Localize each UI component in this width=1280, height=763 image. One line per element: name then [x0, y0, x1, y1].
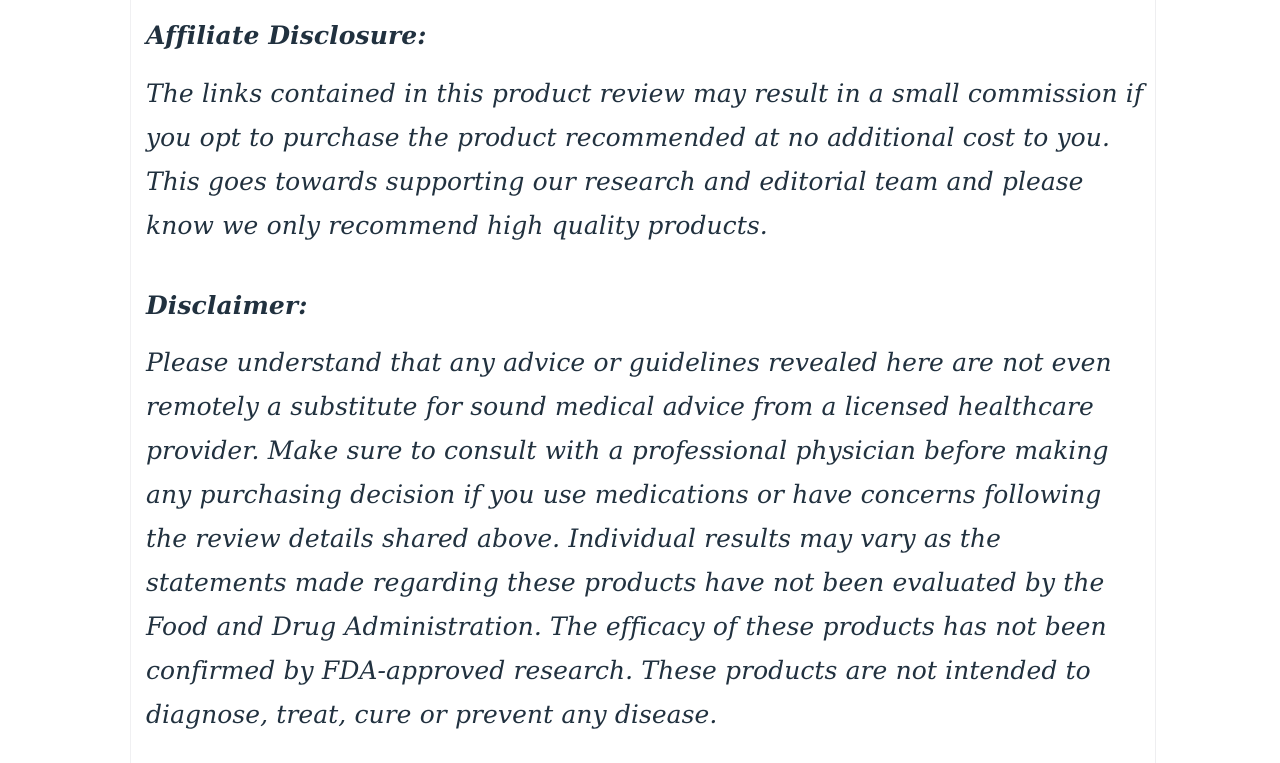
affiliate-disclosure-heading: Affiliate Disclosure: — [146, 21, 427, 50]
content-column-left-rule — [130, 0, 131, 763]
content-column-right-rule — [1155, 0, 1156, 763]
affiliate-disclosure-paragraph: The links contained in this product revi… — [146, 78, 1144, 240]
disclaimer-heading: Disclaimer: — [146, 290, 308, 320]
article-content: Affiliate Disclosure: The links containe… — [146, 0, 1148, 763]
disclaimer-paragraph: Please understand that any advice or gui… — [146, 348, 1112, 729]
